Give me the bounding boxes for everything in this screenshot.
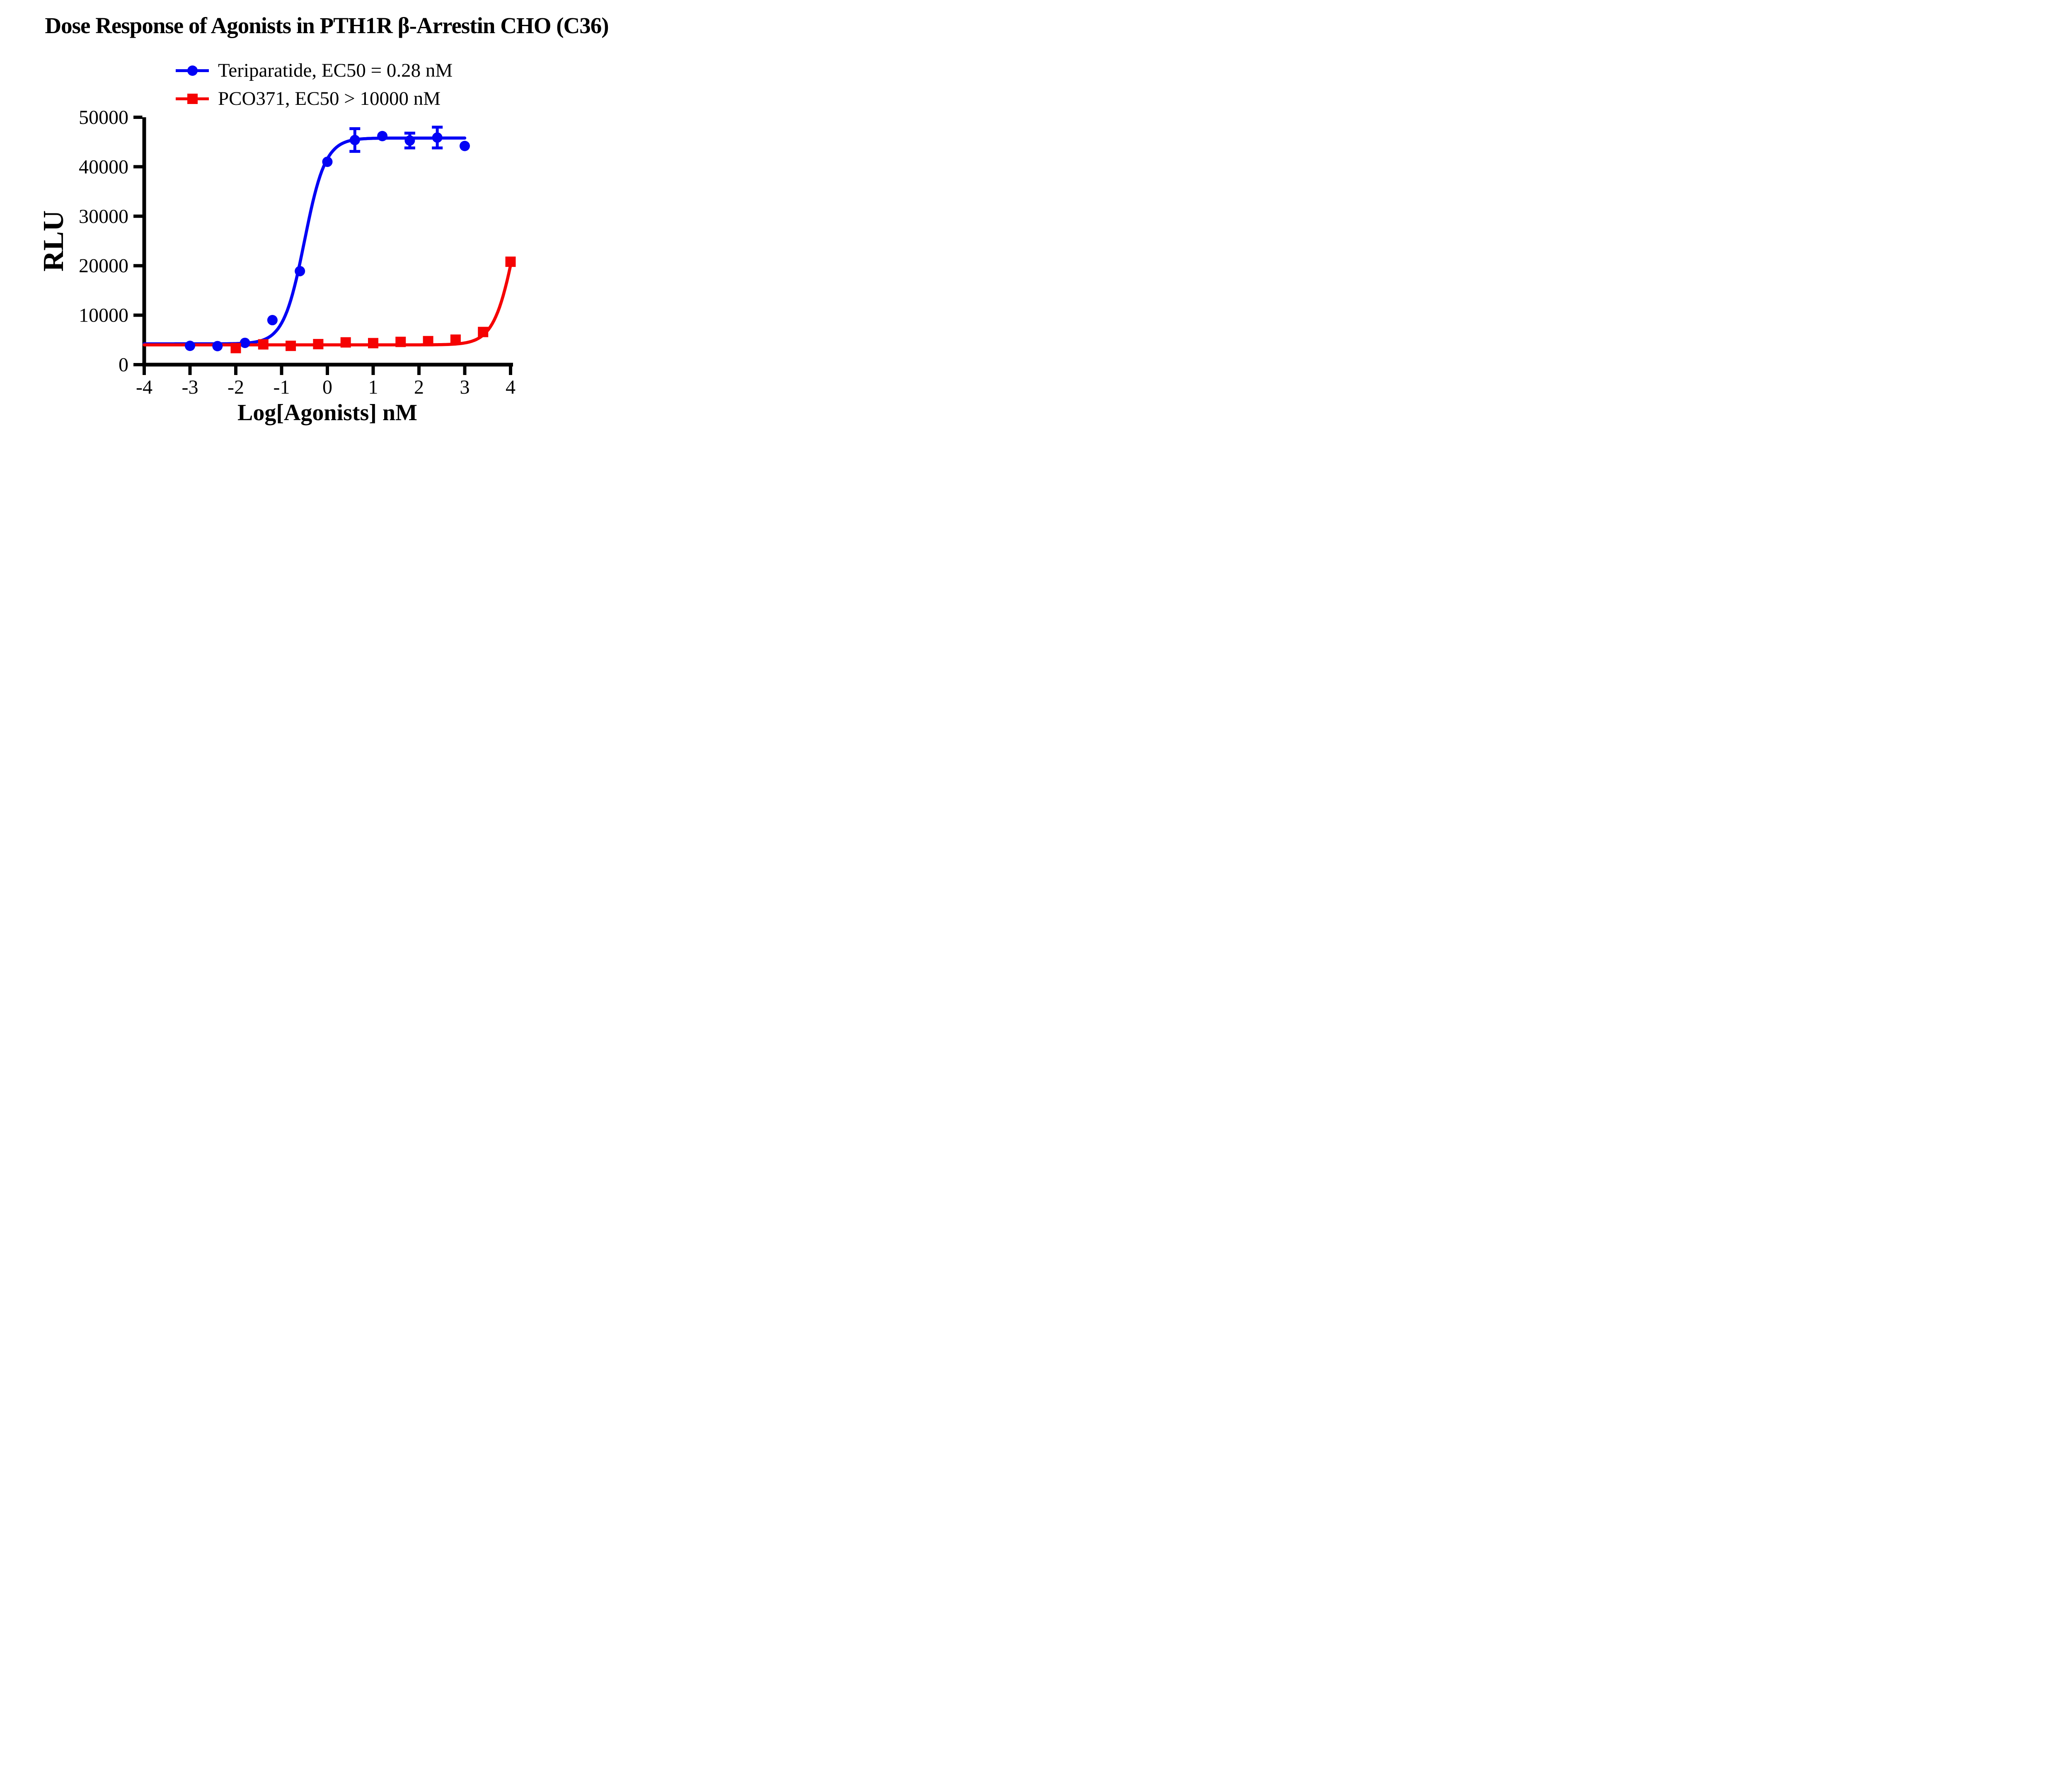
x-tick-label: -4 [136, 376, 152, 398]
fit-curve-pco371 [143, 264, 512, 346]
data-point-teriparatide [322, 156, 333, 167]
data-point-pco371 [258, 339, 269, 350]
x-tick-label: 1 [368, 376, 378, 398]
x-tick-label: 3 [460, 376, 470, 398]
data-point-pco371 [450, 334, 461, 345]
fit-curve-teriparatide [143, 136, 467, 346]
data-point-pco371 [478, 327, 489, 337]
data-point-teriparatide [295, 266, 305, 276]
y-tick-label: 50000 [79, 106, 128, 128]
data-point-teriparatide [404, 135, 415, 146]
y-tick-label: 0 [119, 354, 128, 376]
y-tick-label: 40000 [79, 156, 128, 178]
data-point-pco371 [286, 341, 296, 351]
data-point-teriparatide [460, 140, 470, 151]
data-point-teriparatide [432, 132, 443, 143]
legend-label-teriparatide: Teriparatide, EC50 = 0.28 nM [218, 60, 453, 81]
legend-label-pco371: PCO371, EC50 > 10000 nM [218, 88, 441, 109]
x-tick-label: 0 [322, 376, 332, 398]
data-point-pco371 [340, 337, 351, 348]
data-point-pco371 [505, 256, 516, 267]
legend-item-pco371: PCO371, EC50 > 10000 nM [176, 85, 453, 113]
legend-item-teriparatide: Teriparatide, EC50 = 0.28 nM [176, 56, 453, 85]
legend: Teriparatide, EC50 = 0.28 nM PCO371, EC5… [176, 56, 453, 113]
data-point-teriparatide [377, 131, 388, 141]
data-point-pco371 [423, 336, 433, 346]
chart-container: Dose Response of Agonists in PTH1R β-Arr… [0, 0, 654, 444]
data-point-teriparatide [240, 337, 250, 348]
data-point-pco371 [395, 336, 406, 347]
x-tick-label: -3 [182, 376, 198, 398]
chart-title: Dose Response of Agonists in PTH1R β-Arr… [45, 13, 609, 38]
data-point-teriparatide [267, 315, 278, 326]
data-point-teriparatide [185, 341, 195, 351]
legend-circle-marker-icon [176, 62, 209, 79]
data-point-teriparatide [349, 135, 360, 145]
circle-marker-icon [187, 65, 198, 76]
x-tick-label: 2 [414, 376, 424, 398]
x-tick-label: -2 [228, 376, 244, 398]
y-tick-label: 30000 [79, 206, 128, 227]
data-point-teriparatide [212, 341, 223, 351]
y-tick-label: 10000 [79, 305, 128, 327]
data-point-pco371 [368, 338, 378, 348]
data-point-pco371 [313, 339, 324, 349]
x-axis-title: Log[Agonists] nM [237, 400, 417, 426]
y-axis-title: RLU [38, 211, 70, 272]
plot-area: -4 -3 -2 -1 0 1 2 3 4 0 10000 20000 30000 40000 50000 L… [38, 106, 516, 426]
legend-square-marker-icon [176, 90, 209, 107]
data-point-pco371 [230, 343, 241, 353]
square-marker-icon [187, 93, 198, 104]
x-tick-label: -1 [274, 376, 290, 398]
x-tick-label: 4 [506, 376, 516, 398]
y-tick-label: 20000 [79, 255, 128, 277]
